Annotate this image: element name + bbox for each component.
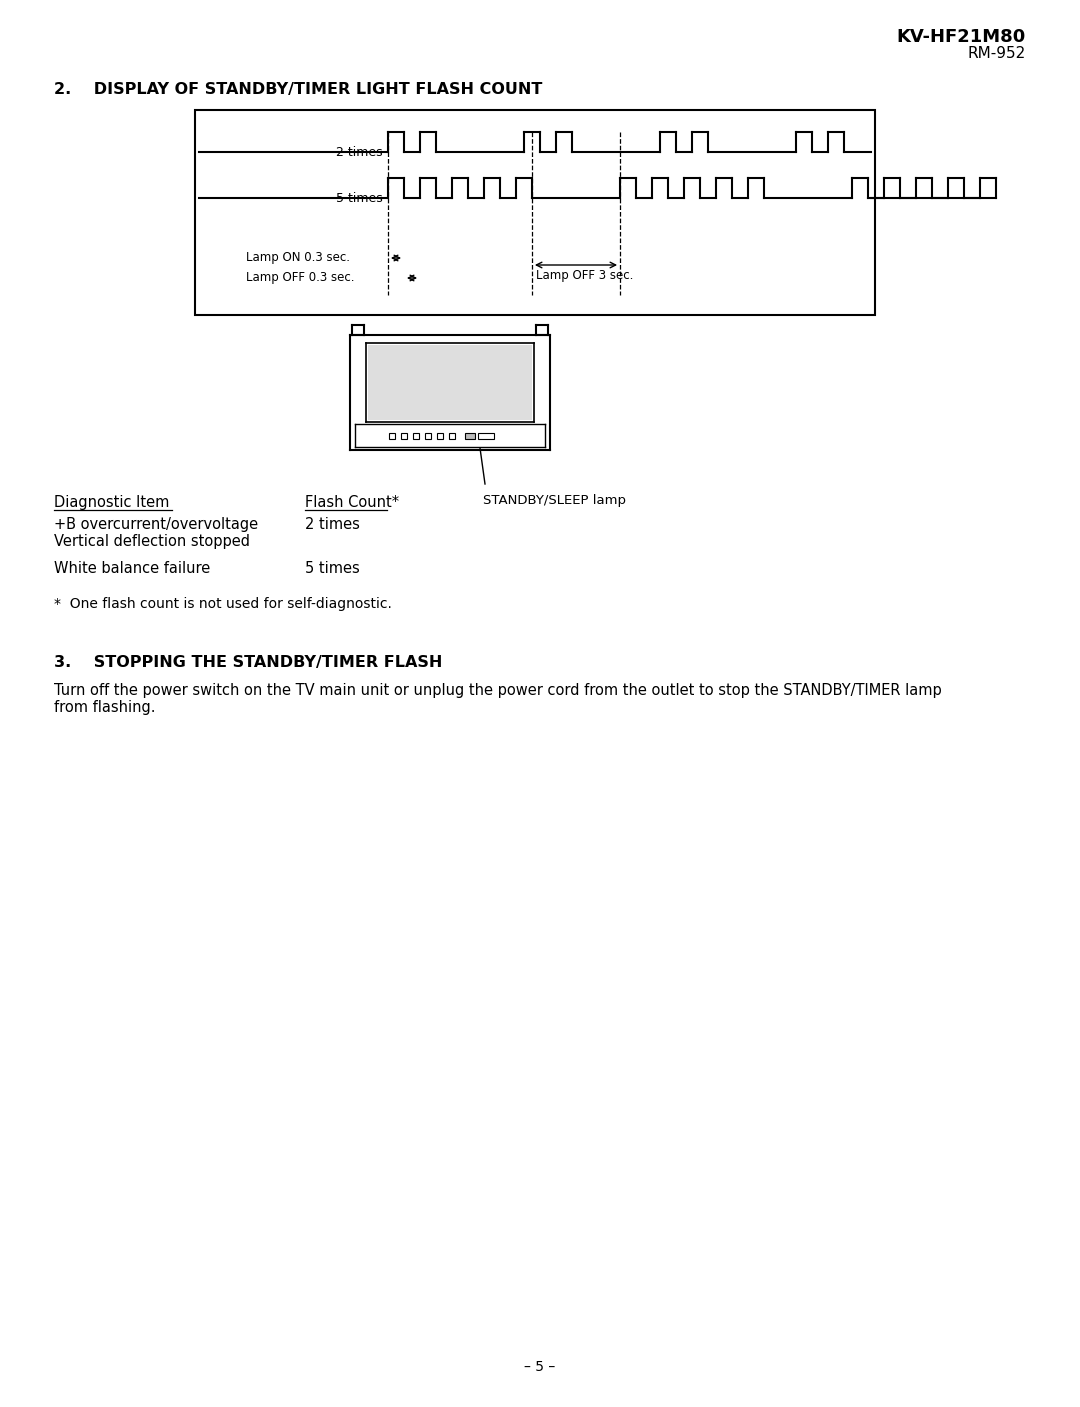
Text: Lamp ON 0.3 sec.: Lamp ON 0.3 sec. bbox=[246, 252, 350, 265]
Text: White balance failure: White balance failure bbox=[54, 561, 211, 575]
Text: Vertical deflection stopped: Vertical deflection stopped bbox=[54, 535, 249, 549]
Bar bbox=[195, 110, 875, 315]
Text: 3.    STOPPING THE STANDBY/TIMER FLASH: 3. STOPPING THE STANDBY/TIMER FLASH bbox=[54, 656, 443, 670]
Bar bbox=[426, 432, 431, 439]
Text: Turn off the power switch on the TV main unit or unplug the power cord from the : Turn off the power switch on the TV main… bbox=[54, 682, 942, 715]
Text: Lamp OFF 3 sec.: Lamp OFF 3 sec. bbox=[536, 269, 633, 281]
Bar bbox=[478, 432, 494, 439]
Text: 2 times: 2 times bbox=[305, 516, 360, 532]
Text: 5 times: 5 times bbox=[305, 561, 360, 575]
Bar bbox=[413, 432, 419, 439]
Text: Flash Count*: Flash Count* bbox=[305, 495, 400, 509]
Bar bbox=[401, 432, 407, 439]
Text: +B overcurrent/overvoltage: +B overcurrent/overvoltage bbox=[54, 516, 258, 532]
Bar bbox=[368, 345, 532, 421]
Text: 2 times: 2 times bbox=[336, 145, 383, 159]
Text: RM-952: RM-952 bbox=[968, 46, 1026, 61]
Bar bbox=[465, 432, 475, 439]
Text: Lamp OFF 0.3 sec.: Lamp OFF 0.3 sec. bbox=[246, 272, 354, 284]
Bar bbox=[449, 432, 455, 439]
Text: 2.    DISPLAY OF STANDBY/TIMER LIGHT FLASH COUNT: 2. DISPLAY OF STANDBY/TIMER LIGHT FLASH … bbox=[54, 82, 542, 97]
Bar bbox=[389, 432, 395, 439]
Text: KV-HF21M80: KV-HF21M80 bbox=[896, 28, 1026, 46]
Text: STANDBY/SLEEP lamp: STANDBY/SLEEP lamp bbox=[483, 494, 626, 507]
Text: Diagnostic Item: Diagnostic Item bbox=[54, 495, 170, 509]
Text: 5 times: 5 times bbox=[336, 191, 383, 204]
Text: – 5 –: – 5 – bbox=[525, 1361, 555, 1375]
Text: *  One flash count is not used for self-diagnostic.: * One flash count is not used for self-d… bbox=[54, 597, 392, 611]
Bar bbox=[437, 432, 443, 439]
